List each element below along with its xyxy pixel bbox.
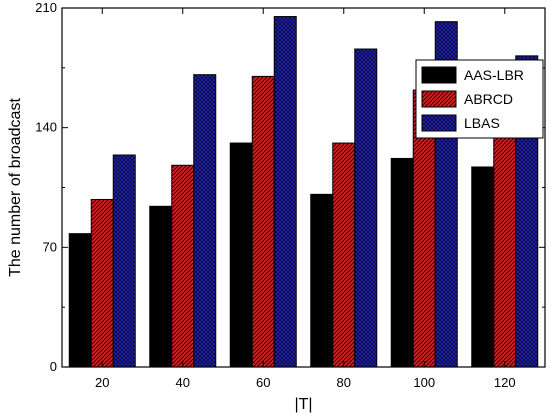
bar-lbas-40	[193, 74, 217, 368]
bar-aas-lbr-40	[149, 205, 173, 368]
x-tick-label: 20	[95, 375, 109, 390]
bar-abrcd-20	[90, 198, 114, 368]
x-tick-label: 60	[256, 375, 270, 390]
x-tick-label: 40	[176, 375, 190, 390]
legend-label-abrcd: ABRCD	[464, 91, 513, 107]
legend-swatch-abrcd	[421, 90, 457, 108]
legend-swatch-lbas	[421, 114, 457, 132]
x-tick-label: 100	[413, 375, 435, 390]
bar-abrcd-60	[251, 75, 275, 368]
bar-aas-lbr-60	[229, 142, 253, 368]
x-axis-title: |T|	[294, 396, 312, 413]
bar-aas-lbr-100	[390, 157, 414, 368]
bar-aas-lbr-80	[310, 193, 334, 368]
y-axis-title: The number of broadcast	[7, 98, 24, 277]
y-tick-label: 140	[35, 120, 57, 135]
x-tick-label: 80	[337, 375, 351, 390]
bar-abrcd-80	[332, 142, 356, 368]
bar-lbas-60	[273, 16, 297, 368]
bar-aas-lbr-20	[68, 233, 92, 368]
legend-label-lbas: LBAS	[464, 115, 500, 131]
bar-abrcd-40	[171, 164, 195, 368]
bar-aas-lbr-120	[471, 166, 495, 368]
y-tick-label: 210	[35, 0, 57, 15]
legend-swatch-aas-lbr	[421, 66, 457, 84]
legend-label-aas-lbr: AAS-LBR	[464, 67, 524, 83]
x-tick-label: 120	[494, 375, 516, 390]
y-tick-label: 0	[50, 359, 57, 374]
bar-lbas-20	[112, 154, 136, 368]
bar-lbas-80	[354, 48, 378, 368]
y-tick-label: 70	[43, 239, 57, 254]
